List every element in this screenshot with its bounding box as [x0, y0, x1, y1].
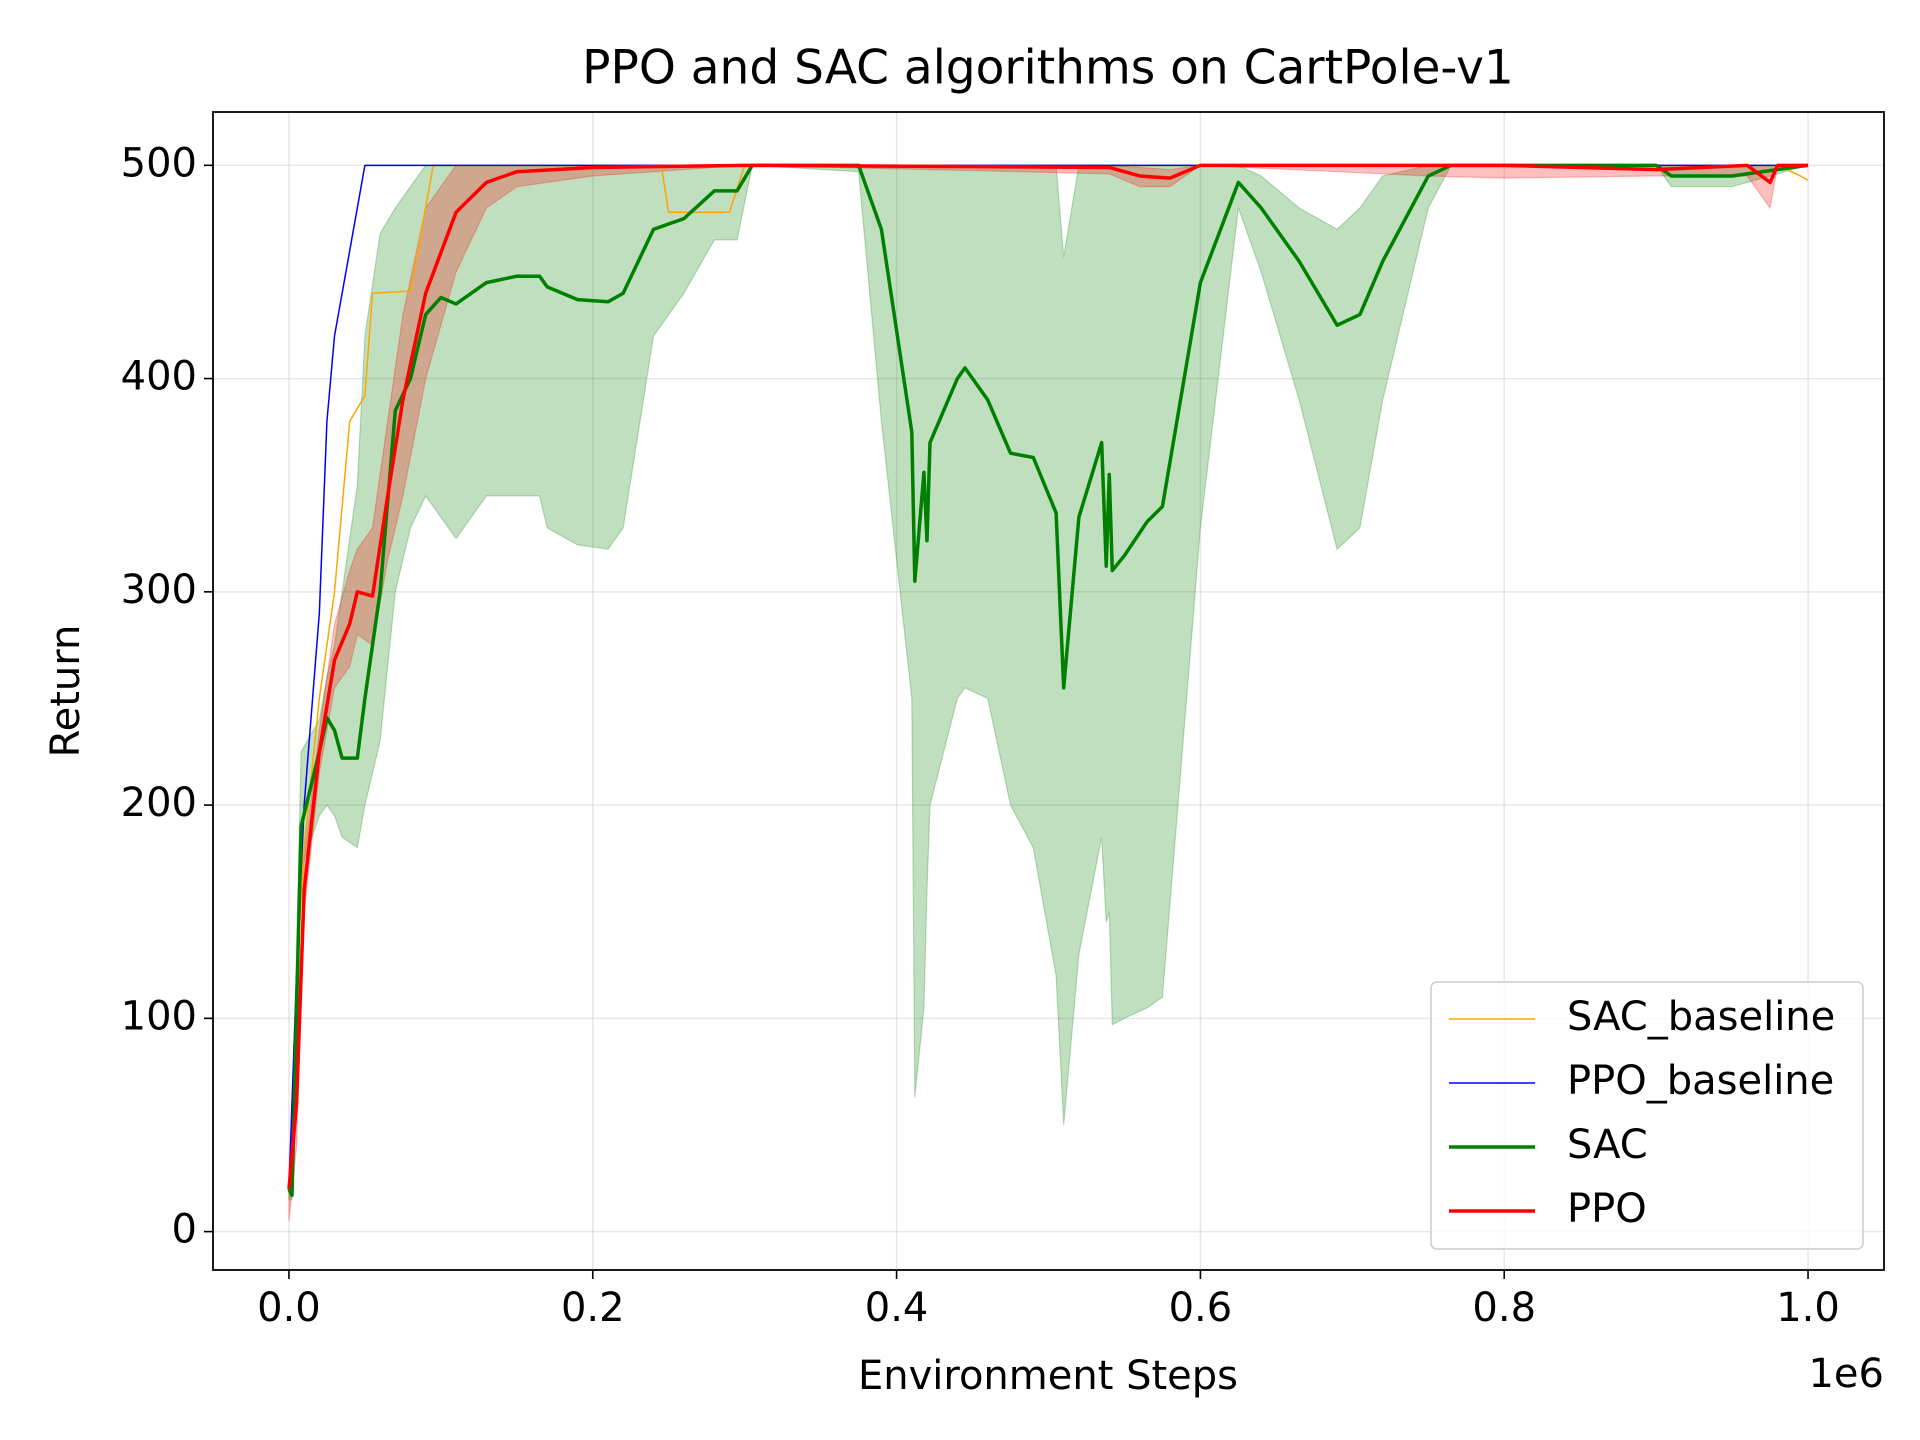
y-tick-label: 100 [121, 993, 197, 1039]
series-line [287, 163, 1809, 1198]
x-tick-label: 0.8 [1472, 1285, 1536, 1331]
x-tick-label: 0.6 [1169, 1285, 1233, 1331]
x-axis-label: Environment Steps [858, 1353, 1238, 1399]
legend-label: PPO [1567, 1186, 1647, 1232]
y-tick-label: 200 [121, 780, 197, 826]
plot-frame [212, 111, 1885, 1271]
legend-label: PPO_baseline [1567, 1058, 1834, 1104]
x-offset-label: 1e6 [1808, 1351, 1884, 1397]
y-tick-label: 500 [121, 140, 197, 186]
legend-label: SAC [1567, 1122, 1648, 1168]
chart-title: PPO and SAC algorithms on CartPole-v1 [582, 41, 1514, 96]
legend-label: SAC_baseline [1567, 994, 1835, 1040]
x-tick-label: 0.0 [257, 1285, 321, 1331]
legend-box [1430, 981, 1864, 1250]
y-tick-label: 400 [121, 354, 197, 400]
plot-area [287, 163, 1809, 1222]
series-line [287, 163, 1809, 1190]
x-tick-label: 1.0 [1776, 1285, 1840, 1331]
y-tick-label: 300 [121, 567, 197, 613]
x-tick-label: 0.4 [865, 1285, 929, 1331]
y-tick-label: 0 [172, 1207, 197, 1253]
y-axis-label: Return [43, 625, 89, 758]
x-tick-label: 0.2 [561, 1285, 625, 1331]
